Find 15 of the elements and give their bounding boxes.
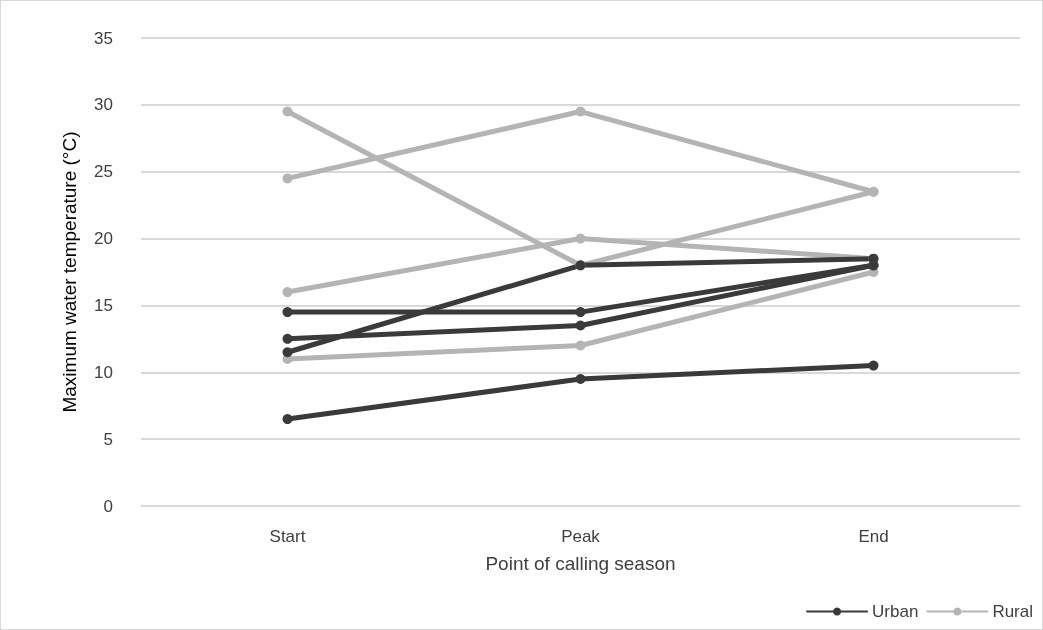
y-tick-label: 30 (94, 95, 113, 115)
y-tick-label: 20 (94, 229, 113, 249)
y-tick-label: 15 (94, 295, 113, 315)
y-tick-label: 25 (94, 162, 113, 182)
x-tick-label: Peak (561, 527, 601, 546)
x-axis-title: Point of calling season (485, 553, 676, 574)
y-tick-label: 35 (94, 28, 113, 48)
y-tick-label: 10 (94, 362, 113, 382)
x-tick-label: End (858, 527, 889, 546)
legend-label: Urban (872, 602, 919, 621)
x-tick-label: Start (269, 527, 306, 546)
y-tick-label: 5 (103, 429, 113, 449)
y-tick-label: 0 (103, 496, 113, 516)
y-axis-title: Maximum water temperature (°C) (59, 131, 80, 413)
legend-label: Rural (992, 602, 1033, 621)
